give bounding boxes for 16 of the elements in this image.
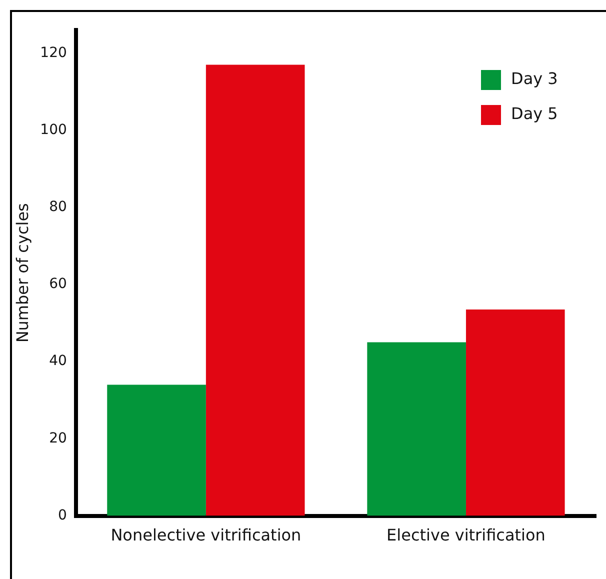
- bar: [367, 342, 466, 516]
- y-tick-label: 20: [49, 430, 67, 446]
- bar: [206, 64, 305, 516]
- x-tick-label: Nonelective vitrification: [110, 526, 302, 545]
- bar: [466, 310, 565, 516]
- y-tick-label: 100: [40, 122, 67, 138]
- legend-label: Day 3: [511, 69, 558, 88]
- legend-label: Day 5: [511, 104, 558, 124]
- bar: [107, 384, 206, 516]
- y-tick-label: 60: [49, 276, 67, 292]
- y-axis-title: Number of cycles: [12, 203, 32, 343]
- y-tick-label: 120: [40, 44, 67, 61]
- y-tick-label: 80: [49, 198, 67, 215]
- y-tick-label: 0: [58, 507, 67, 524]
- x-tick-label: Elective vitrification: [386, 526, 546, 545]
- y-tick-label: 40: [49, 353, 67, 370]
